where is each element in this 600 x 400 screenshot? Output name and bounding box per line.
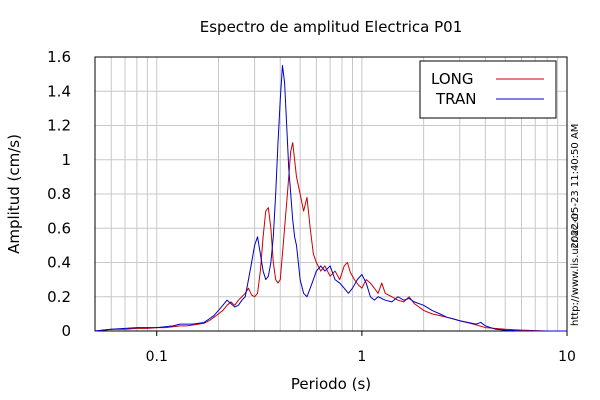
y-tick-label: 0.2 xyxy=(47,288,71,306)
y-tick-label: 1.2 xyxy=(47,117,71,135)
legend-box xyxy=(419,60,557,119)
y-tick-label: 0.6 xyxy=(47,219,71,237)
y-tick-label: 1.4 xyxy=(47,82,71,100)
x-tick-label: 0.1 xyxy=(146,349,168,365)
legend-label-tran: TRAN xyxy=(435,90,476,108)
x-axis-ticks: 0.1 1 10 xyxy=(146,331,576,365)
y-tick-label: 1.6 xyxy=(47,48,71,66)
y-axis-label: Amplitud (cm/s) xyxy=(5,134,23,254)
x-tick-label: 10 xyxy=(558,349,576,365)
y-tick-label: 0 xyxy=(61,322,71,340)
chart-title: Espectro de amplitud Electrica P01 xyxy=(200,18,463,36)
x-axis-label: Periodo (s) xyxy=(291,375,371,393)
plot-frame xyxy=(94,56,568,332)
y-tick-label: 0.4 xyxy=(47,254,71,272)
y-tick-label: 1 xyxy=(61,151,71,169)
series-layer xyxy=(94,65,567,332)
y-axis-ticks: 0 0.2 0.4 0.6 0.8 1 1.2 1.4 1.6 xyxy=(47,48,71,340)
timestamp-label: 2022-05-23 11:40:50 AM xyxy=(570,124,581,249)
series-line-long xyxy=(94,142,567,332)
legend: LONG TRAN xyxy=(419,60,557,119)
series-line-tran xyxy=(94,65,567,332)
source-url-label: http://www.lis.ucr.ac.cr xyxy=(570,211,581,326)
x-tick-label: 1 xyxy=(357,349,366,365)
legend-label-long: LONG xyxy=(431,70,473,88)
y-tick-label: 0.8 xyxy=(47,185,71,203)
